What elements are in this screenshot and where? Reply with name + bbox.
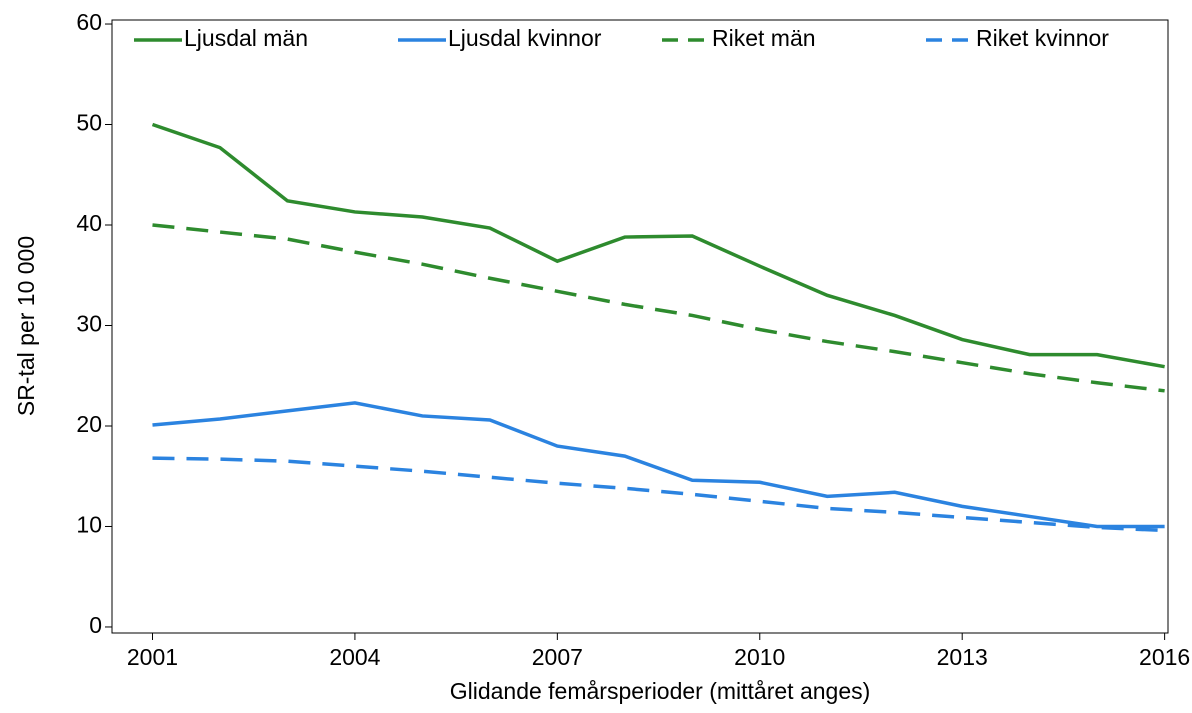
series-line xyxy=(152,401,1165,529)
y-tick-label: 10 xyxy=(76,512,102,538)
legend-label: Ljusdal kvinnor xyxy=(448,25,602,51)
legend-label: Riket män xyxy=(712,25,816,51)
y-tick-label: 30 xyxy=(76,311,102,337)
x-tick-label: 2016 xyxy=(1139,644,1190,670)
series-line xyxy=(152,223,1165,393)
y-tick-label: 20 xyxy=(76,411,102,437)
legend-label: Riket kvinnor xyxy=(976,25,1109,51)
y-tick-label: 0 xyxy=(89,612,102,638)
y-tick-label: 60 xyxy=(76,9,102,35)
series-line xyxy=(151,122,1165,369)
y-tick-label: 50 xyxy=(76,110,102,136)
legend-label: Ljusdal män xyxy=(184,25,308,51)
plot-frame xyxy=(111,19,1169,634)
x-axis-label: Glidande femårsperioder (mittåret anges) xyxy=(450,678,871,704)
x-tick-label: 2010 xyxy=(734,644,785,670)
x-tick-label: 2013 xyxy=(937,644,988,670)
x-tick-label: 2001 xyxy=(127,644,178,670)
y-tick-label: 40 xyxy=(76,210,102,236)
y-axis-label: SR-tal per 10 000 xyxy=(13,236,39,416)
x-tick-label: 2004 xyxy=(329,644,380,670)
x-tick-label: 2007 xyxy=(532,644,583,670)
